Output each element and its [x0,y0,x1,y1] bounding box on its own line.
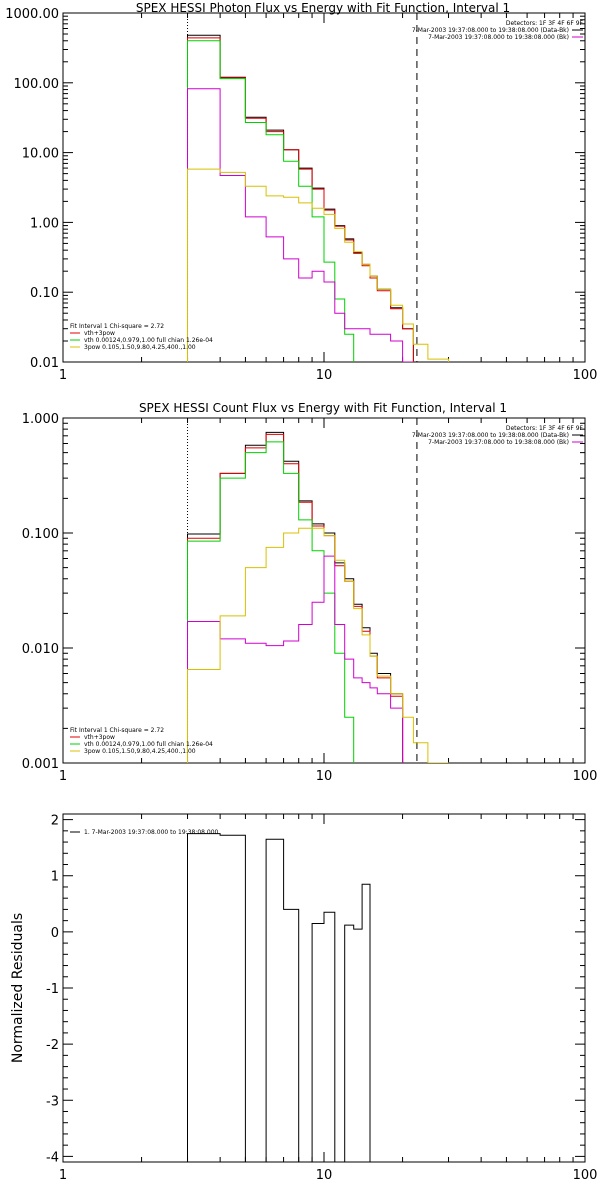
y-tick-label: -2 [46,1038,59,1053]
legend-entry: 1. 7-Mar-2003 19:37:08.000 to 19:38:08.0… [84,829,219,836]
chart-panel-1: SPEX HESSI Photon Flux vs Energy with Fi… [5,1,597,383]
y-tick-label: 1 [51,870,59,885]
header-line: 7-Mar-2003 19:37:08.000 to 19:38:08.000 … [428,34,569,41]
x-tick-label: 10 [316,1168,333,1183]
x-tick-label: 100 [573,368,598,383]
series-yellow-line [187,527,449,763]
x-tick-label: 1 [59,1168,67,1183]
y-axis-label: Normalized Residuals [10,913,26,1063]
legend-entry: vth 0.00124,0.979,1.00 full chian 1.26e-… [84,741,213,748]
y-tick-label: -1 [46,982,59,997]
header-line: 7-Mar-2003 19:37:08.000 to 19:38:08.000 … [428,439,569,446]
data-series-group [187,431,449,763]
x-tick-label: 100 [573,1168,598,1183]
y-tick-label: -4 [46,1150,59,1165]
y-tick-label: 1000.00 [5,7,59,22]
legend-entry: 3pow 0.105,1.50,9.80,4.25,400.,1.00 [84,748,196,755]
series-magenta-line [187,88,414,362]
y-tick-label: 10.00 [22,147,59,162]
y-tick-label: 0.10 [30,286,59,301]
legend-entry: vth+3pow [84,734,115,741]
header-line: Detectors: 1F 3F 4F 6F 9F [506,425,584,432]
data-series-group [187,34,449,362]
chart-title: SPEX HESSI Photon Flux vs Energy with Fi… [136,1,510,15]
series-green-line [187,441,355,763]
series-red-line [187,37,414,362]
x-tick-label: 1 [59,368,67,383]
x-tick-label: 10 [316,769,333,784]
y-tick-label: 0.001 [22,757,59,772]
chart-panel-2: SPEX HESSI Count Flux vs Energy with Fit… [22,401,598,784]
legend-entry: vth 0.00124,0.979,1.00 full chian 1.26e-… [84,337,213,344]
legend-entry: 3pow 0.105,1.50,9.80,4.25,400.,1.00 [84,344,196,351]
x-tick-label: 10 [316,368,333,383]
data-series-group [187,833,371,1162]
series-magenta-line [187,555,404,763]
y-tick-label: -3 [46,1094,59,1109]
legend-entry: vth+3pow [84,330,115,337]
legend-entry: Fit Interval 1 Chi-square = 2.72 [70,727,164,734]
header-line: 7-Mar-2003 19:37:08.000 to 19:38:08.000 … [412,27,569,34]
series-black-line [187,431,404,763]
series-black-line [187,34,414,362]
x-tick-label: 1 [59,769,67,784]
y-tick-label: 0 [51,926,59,941]
plot-frame [62,813,586,1163]
y-tick-label: 0.010 [22,642,59,657]
y-tick-label: 0.01 [30,356,59,371]
legend-entry: Fit Interval 1 Chi-square = 2.72 [70,323,164,330]
series-yellow-line [187,168,449,362]
y-tick-label: 2 [51,814,59,829]
x-tick-label: 100 [573,769,598,784]
y-tick-label: 1.000 [22,412,59,427]
header-line: Detectors: 1F 3F 4F 6F 9F [506,20,584,27]
series-black-line [187,833,371,1162]
y-tick-label: 1.00 [30,216,59,231]
y-tick-label: 100.00 [14,77,60,92]
y-tick-label: 0.100 [22,527,59,542]
chart-title: SPEX HESSI Count Flux vs Energy with Fit… [139,401,507,415]
series-green-line [187,40,355,362]
header-line: 7-Mar-2003 19:37:08.000 to 19:38:08.000 … [412,432,569,439]
plot-frame [62,12,586,363]
